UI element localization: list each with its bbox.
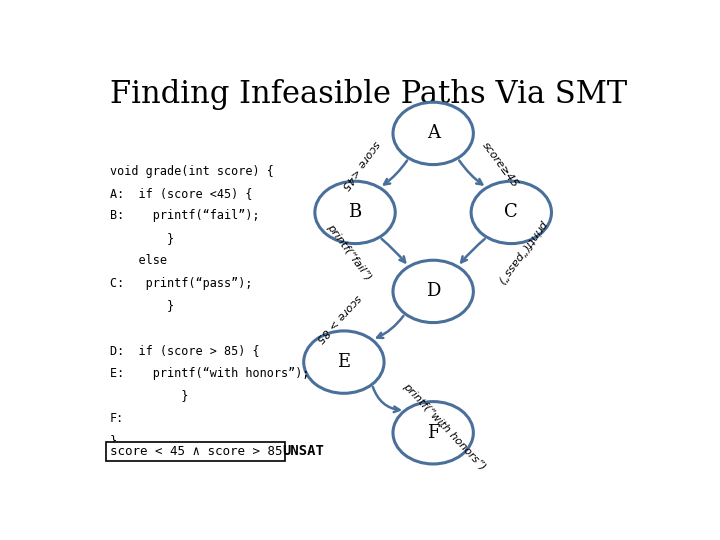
- Text: printf(“fail”): printf(“fail”): [325, 222, 374, 282]
- Ellipse shape: [471, 181, 552, 244]
- Text: }: }: [109, 389, 188, 402]
- Text: score < 45 ∧ score > 85: score < 45 ∧ score > 85: [109, 445, 282, 458]
- Text: }: }: [109, 232, 174, 245]
- Text: score > 85: score > 85: [314, 293, 363, 344]
- Ellipse shape: [304, 331, 384, 393]
- Text: D:  if (score > 85) {: D: if (score > 85) {: [109, 344, 259, 357]
- Text: B: B: [348, 204, 361, 221]
- Text: void grade(int score) {: void grade(int score) {: [109, 165, 274, 178]
- Text: score <45: score <45: [340, 139, 382, 191]
- Text: C:   printf(“pass”);: C: printf(“pass”);: [109, 277, 252, 290]
- Text: }: }: [109, 434, 117, 447]
- Text: C: C: [505, 204, 518, 221]
- Text: D: D: [426, 282, 441, 300]
- Text: A: A: [427, 124, 440, 143]
- Ellipse shape: [393, 402, 473, 464]
- Text: F:: F:: [109, 411, 124, 424]
- Text: Finding Infeasible Paths Via SMT: Finding Infeasible Paths Via SMT: [110, 79, 628, 110]
- Ellipse shape: [315, 181, 395, 244]
- Text: UNSAT: UNSAT: [282, 444, 325, 458]
- Ellipse shape: [393, 260, 473, 322]
- Ellipse shape: [393, 102, 473, 165]
- Text: B:    printf(“fail”);: B: printf(“fail”);: [109, 210, 259, 222]
- Text: E: E: [338, 353, 351, 371]
- Text: score≥45: score≥45: [480, 140, 520, 189]
- Text: printf(“with honors”): printf(“with honors”): [401, 381, 487, 472]
- Text: F: F: [427, 424, 439, 442]
- Text: }: }: [109, 299, 174, 312]
- Text: A:  if (score <45) {: A: if (score <45) {: [109, 187, 252, 200]
- Text: E:    printf(“with honors”);: E: printf(“with honors”);: [109, 367, 309, 380]
- Text: printf(“pass”): printf(“pass”): [496, 218, 549, 286]
- Text: else: else: [109, 254, 166, 267]
